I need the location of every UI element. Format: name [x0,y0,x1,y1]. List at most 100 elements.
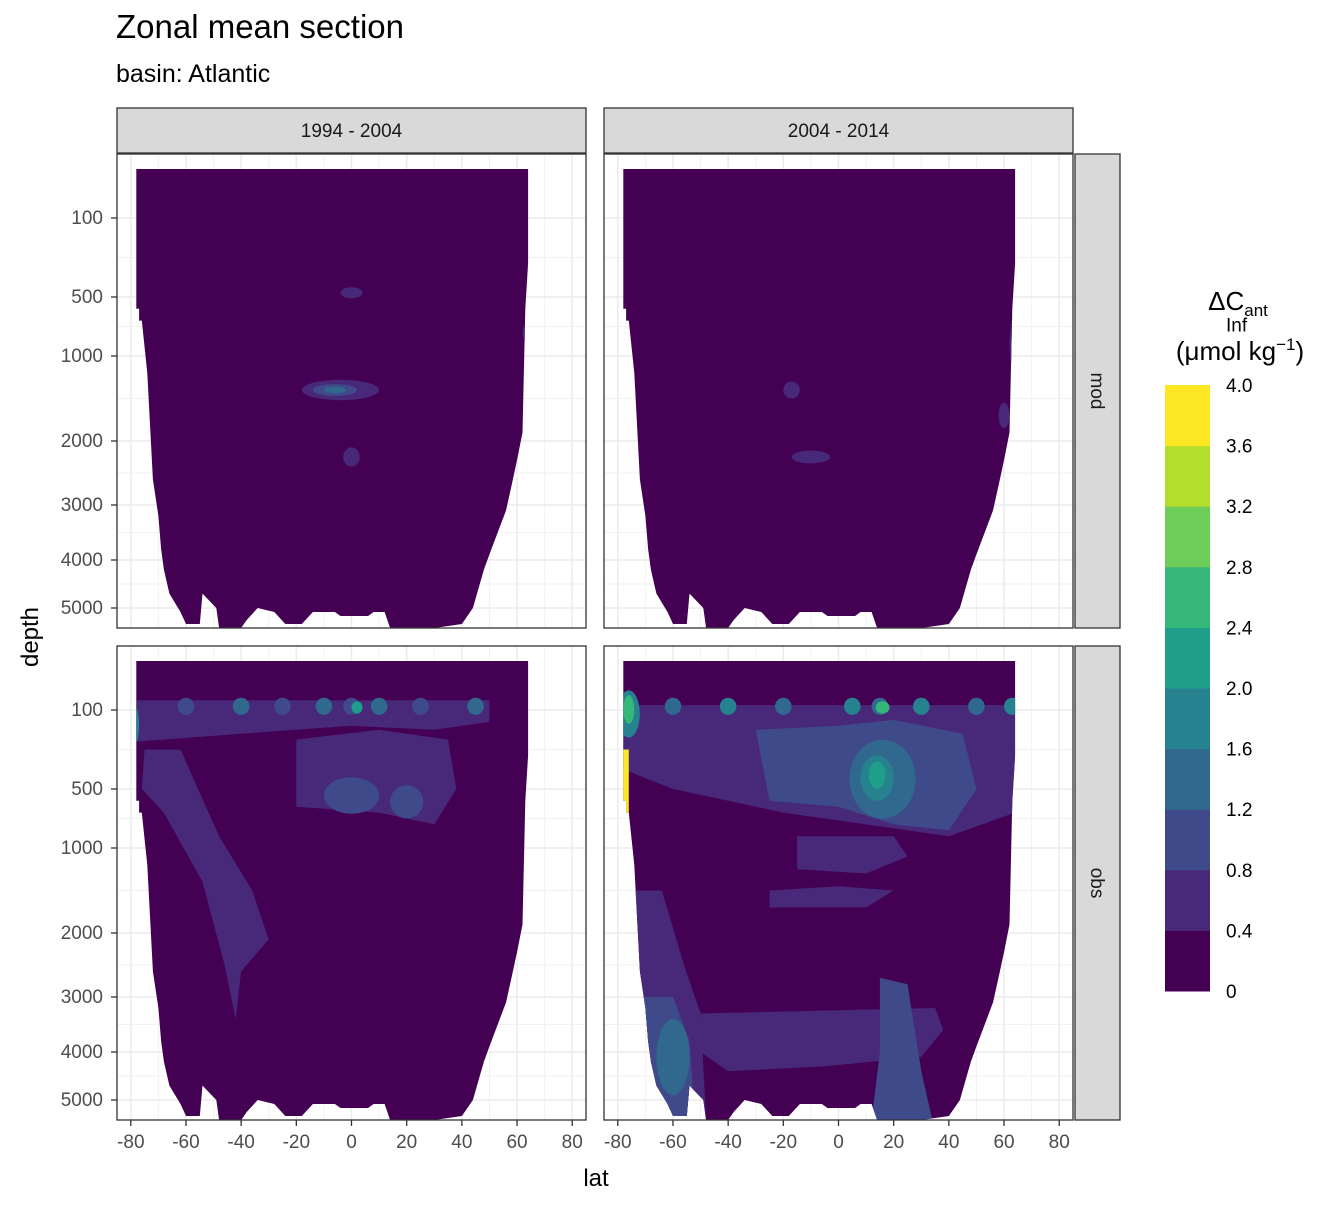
y-tick-label: 3000 [61,987,103,1008]
anomaly-contour [783,381,800,399]
anomaly-contour [136,700,490,742]
anomaly-contour [315,697,333,715]
legend-break-label: 1.6 [1226,740,1252,761]
column-strip-label: 1994 - 2004 [301,121,403,142]
y-tick-label: 1000 [61,346,103,367]
column-strip-label: 2004 - 2014 [788,121,890,142]
chart-subtitle: basin: Atlantic [116,60,271,88]
anomaly-contour [412,697,429,715]
anomaly-contour [232,697,250,715]
anomaly-contour [775,697,792,715]
strip-background [603,107,1074,154]
anomaly-contour [664,697,682,715]
y-axis-title: depth [17,607,44,667]
anomaly-contour [177,697,195,715]
x-tick-label: 60 [506,1132,527,1153]
legend-swatch [1165,445,1210,507]
anomaly-contour [797,836,908,874]
x-tick-label: -40 [714,1132,741,1153]
strip-background [116,107,587,154]
legend-swatch [1165,627,1210,689]
y-tick-label: 500 [71,287,103,308]
panel-border [116,153,587,629]
anomaly-contour [656,1019,690,1096]
row-strip-obs: obs [1074,645,1121,1121]
column-strip-1: 1994 - 2004 [116,107,587,154]
legend-break-label: 4.0 [1226,376,1252,397]
y-tick-label: 100 [71,208,103,229]
legend-swatch [1165,809,1210,871]
x-tick-label: -20 [283,1132,310,1153]
anomaly-contour [323,777,380,814]
anomaly-contour [323,386,346,394]
anomaly-contour [871,977,933,1120]
anomaly-contour [274,697,291,715]
y-tick-label: 100 [71,700,103,721]
legend-unit: (μmol kg−1) [1176,335,1304,366]
legend-swatch [1165,506,1210,568]
x-tick-label: 40 [938,1132,959,1153]
x-tick-label: -60 [659,1132,686,1153]
legend-swatch [1165,869,1210,931]
x-axis-title: lat [583,1165,609,1192]
anomaly-contour [998,402,1010,429]
row-strip-label: obs [1086,868,1107,899]
legend-swatch [1165,748,1210,810]
legend-swatch [1165,688,1210,750]
anomaly-contour [769,886,894,908]
section-anomalies [136,697,490,1019]
x-tick-label: 0 [833,1132,844,1153]
anomaly-contour [623,695,635,724]
panel-obs-2 [603,645,1074,1121]
panel-obs-1 [116,645,587,1121]
legend-break-label: 2.4 [1226,618,1253,639]
y-tick-label: 1000 [61,838,103,859]
legend-break-label: 2.8 [1226,558,1252,579]
legend-swatch [1165,385,1210,447]
y-tick-label: 2000 [61,923,103,944]
anomaly-contour [1004,697,1016,715]
section-base-fill [623,169,1016,628]
legend-break-label: 1.2 [1226,800,1252,821]
legend-title: ΔCant [1208,286,1268,320]
legend-break-label: 0.8 [1226,861,1252,882]
x-tick-label: 60 [993,1132,1014,1153]
panel-mod-1 [116,153,587,629]
y-tick-label: 4000 [61,1042,103,1063]
y-tick-label: 5000 [61,1090,103,1111]
anomaly-contour [370,697,388,715]
x-tick-label: 20 [396,1132,417,1153]
y-tick-label: 5000 [61,598,103,619]
x-tick-label: 80 [562,1132,583,1153]
x-tick-label: 0 [346,1132,357,1153]
y-tick-label: 500 [71,779,103,800]
legend-break-label: 0 [1226,982,1237,1003]
anomaly-contour [791,450,831,464]
anomaly-contour [351,701,363,714]
y-tick-label: 4000 [61,550,103,571]
anomaly-contour [467,697,484,715]
legend-break-label: 3.6 [1226,437,1252,458]
panel-border [603,153,1074,629]
x-tick-label: -40 [227,1132,254,1153]
strip-background [1074,645,1121,1121]
x-tick-label: -60 [172,1132,199,1153]
legend-swatch [1165,930,1210,992]
anomaly-contour [719,697,737,715]
strip-background [1074,153,1121,629]
anomaly-contour [868,761,886,789]
chart-title: Zonal mean section [116,8,404,45]
legend-break-label: Inf [1226,315,1248,336]
x-tick-label: 40 [451,1132,472,1153]
section-anomalies [623,690,1016,1120]
row-strip-mod: mod [1074,153,1121,629]
row-strip-label: mod [1086,373,1107,410]
legend-break-label: 3.2 [1226,497,1252,518]
anomaly-contour [844,697,861,715]
anomaly-contour [340,287,363,299]
anomaly-contour [875,701,890,714]
anomaly-contour [623,749,629,813]
panel-fill-group [623,169,1016,628]
legend-swatch [1165,566,1210,628]
